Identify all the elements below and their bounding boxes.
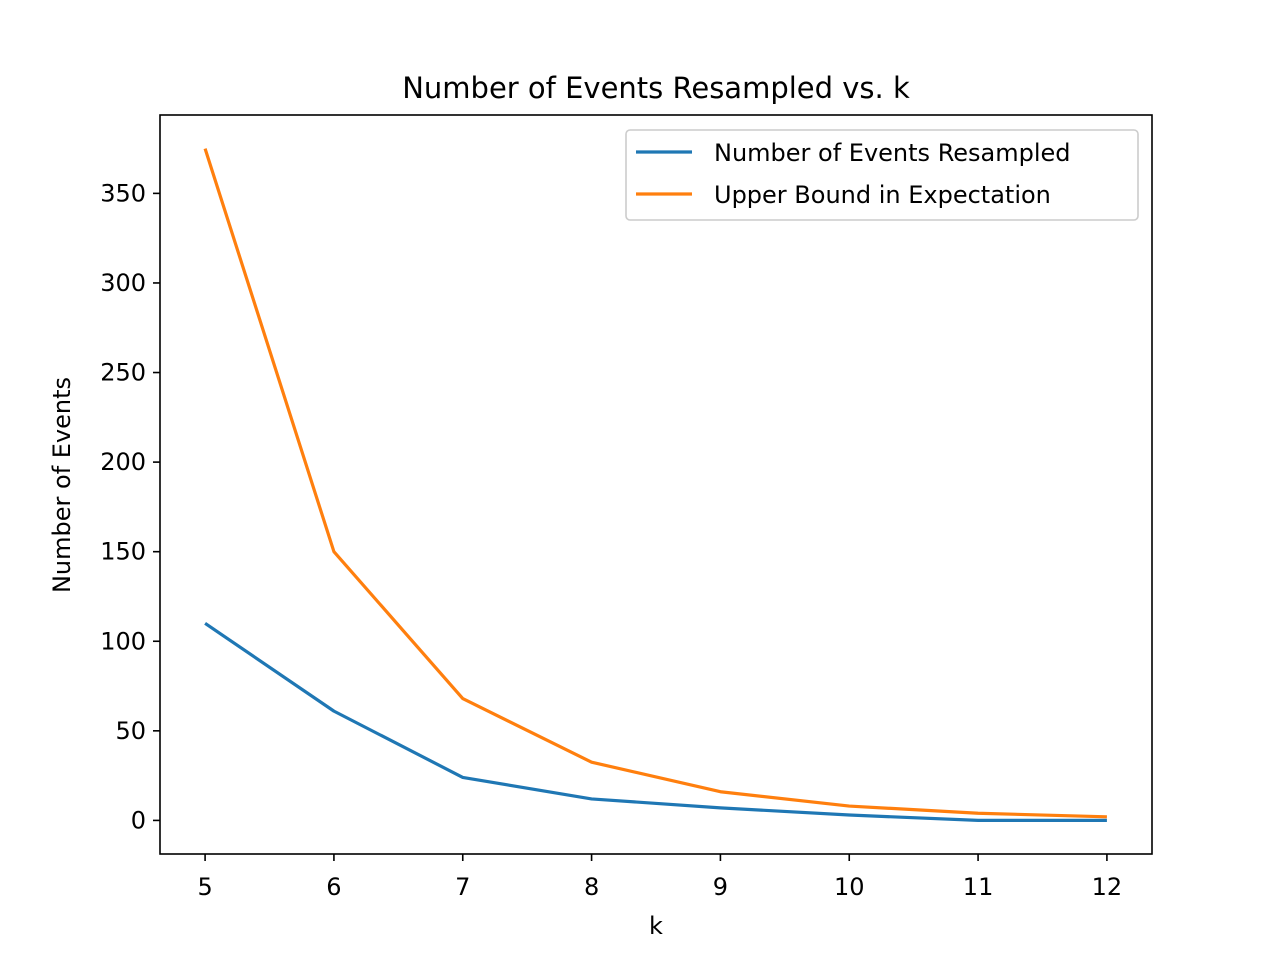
x-tick-label: 7 (455, 873, 470, 901)
x-tick-label: 5 (197, 873, 212, 901)
series-line-1 (205, 623, 1107, 820)
y-tick-label: 350 (100, 179, 146, 207)
series-line-2 (205, 149, 1107, 817)
y-tick-label: 100 (100, 627, 146, 655)
x-tick-label: 6 (326, 873, 341, 901)
y-axis-ticks: 0 50 100 150 200 250 300 350 (100, 179, 160, 834)
y-tick-label: 150 (100, 538, 146, 566)
x-axis-ticks: 5 6 7 8 9 10 11 12 (197, 854, 1122, 901)
y-tick-label: 250 (100, 359, 146, 387)
chart-title: Number of Events Resampled vs. k (402, 71, 910, 105)
y-tick-label: 300 (100, 269, 146, 297)
x-axis-label: k (649, 912, 663, 940)
x-tick-label: 10 (834, 873, 865, 901)
legend: Number of Events Resampled Upper Bound in… (626, 130, 1138, 220)
series-lines (205, 148, 1107, 820)
y-tick-label: 200 (100, 448, 146, 476)
y-tick-label: 0 (131, 806, 146, 834)
plot-frame (160, 115, 1152, 854)
x-tick-label: 11 (963, 873, 994, 901)
y-tick-label: 50 (115, 717, 146, 745)
x-tick-label: 12 (1092, 873, 1123, 901)
x-tick-label: 8 (584, 873, 599, 901)
y-axis-label: Number of Events (48, 377, 76, 593)
legend-label: Upper Bound in Expectation (714, 181, 1051, 209)
legend-label: Number of Events Resampled (714, 139, 1071, 167)
x-tick-label: 9 (713, 873, 728, 901)
